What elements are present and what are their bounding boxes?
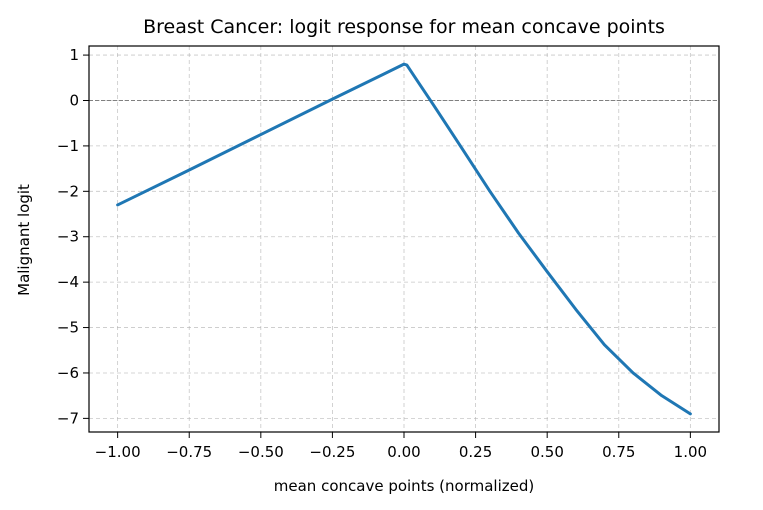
y-tick-label: −6 xyxy=(57,364,79,382)
x-tick-label: 1.00 xyxy=(674,443,707,461)
x-tick-label: −0.75 xyxy=(166,443,212,461)
series-group xyxy=(116,62,692,416)
series-line xyxy=(116,62,692,416)
chart-title: Breast Cancer: logit response for mean c… xyxy=(143,16,665,38)
x-tick-label: −0.50 xyxy=(238,443,284,461)
y-tick-label: −3 xyxy=(57,228,79,246)
y-axis-ticks: 1 0 −1 −2 −3 −4 −5 −6 −7 xyxy=(57,46,89,427)
y-tick-label: −5 xyxy=(57,319,79,337)
x-tick-label: 0.50 xyxy=(530,443,563,461)
y-tick-label: −7 xyxy=(57,409,79,427)
y-tick-label: −2 xyxy=(57,182,79,200)
y-tick-label: 1 xyxy=(69,46,79,64)
x-tick-label: 0.25 xyxy=(459,443,492,461)
grid xyxy=(89,46,719,432)
y-tick-label: −4 xyxy=(57,273,79,291)
y-tick-label: −1 xyxy=(57,137,79,155)
x-tick-label: −1.00 xyxy=(95,443,141,461)
x-tick-label: 0.75 xyxy=(602,443,635,461)
x-tick-label: −0.25 xyxy=(309,443,355,461)
x-tick-label: 0.00 xyxy=(387,443,420,461)
x-axis-label: mean concave points (normalized) xyxy=(274,477,534,495)
y-tick-label: 0 xyxy=(69,91,79,109)
x-axis-ticks: −1.00 −0.75 −0.50 −0.25 0.00 0.25 0.50 0.75 1.00 xyxy=(95,432,707,461)
y-axis-label: Malignant logit xyxy=(15,184,33,296)
